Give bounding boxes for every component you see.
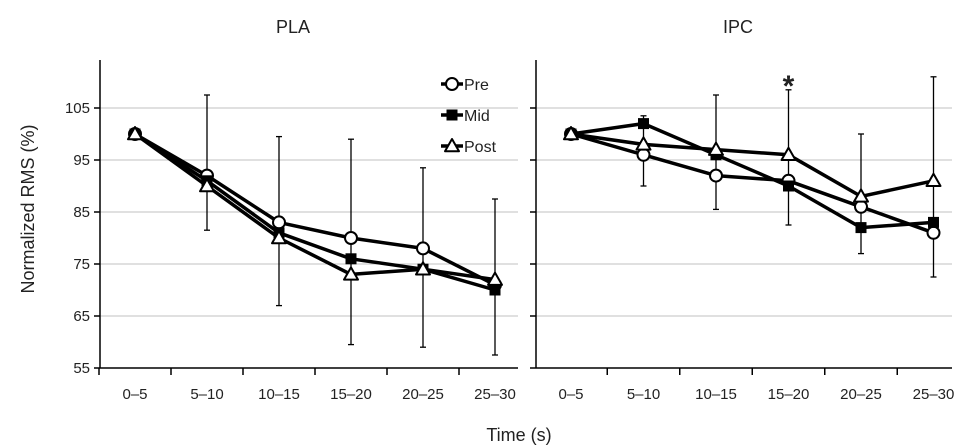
pla-x-tick-label-10-15: 10–15 (258, 386, 300, 403)
label-layer: Normalized RMS (%) Time (s) 55 65 75 85 95 10… (18, 17, 954, 445)
pla-x-tick-label-25-30: 25–30 (474, 386, 516, 403)
ipc-significance-marker-0: * (783, 70, 795, 103)
pla-series-pre (128, 127, 502, 292)
y-axis-title: Normalized RMS (%) (18, 124, 38, 293)
pla-panel-title: PLA (276, 17, 310, 37)
x-axis-title: Time (s) (486, 425, 551, 445)
legend-item-post: Post (441, 138, 497, 156)
y-tick-label-105: 105 (65, 100, 90, 117)
pla-series-pre-point-20-25 (416, 241, 430, 256)
ipc-x-tick-label-5-10: 5–10 (627, 386, 660, 403)
legend: Pre Mid Post (441, 77, 497, 156)
pla-series-mid-point-15-20 (345, 253, 357, 265)
legend-item-pre: Pre (441, 77, 489, 94)
ipc-series-pre-point-25-30 (926, 225, 941, 240)
pla-series-post-line (133, 132, 496, 282)
ipc-series-mid-line (570, 121, 934, 230)
pla-series-post-point-0-5 (127, 126, 143, 141)
legend-item-mid: Mid (441, 108, 490, 125)
ipc-series-post-point-20-25 (853, 188, 869, 203)
pla-series-mid-point-25-30 (489, 284, 501, 296)
ipc-series-mid-point-15-20 (783, 180, 794, 192)
ipc-series-mid-point-20-25 (855, 222, 867, 234)
ipc-series-post-point-0-5 (563, 126, 579, 141)
error-bar-layer (204, 76, 937, 356)
legend-label-pre: Pre (464, 77, 489, 94)
legend-marker-post (444, 138, 460, 153)
ipc-series-post-point-25-30 (925, 172, 942, 188)
axes-layer (94, 60, 952, 375)
ipc-series-pre-point-10-15 (709, 168, 723, 183)
pla-series-pre-line (134, 132, 496, 287)
ipc-series-post-point-15-20 (780, 146, 797, 162)
ipc-series-pre (564, 127, 941, 240)
pla-x-tick-label-0-5: 0–5 (122, 386, 147, 403)
ipc-x-tick-label-25-30: 25–30 (913, 386, 955, 403)
pla-series-pre-point-10-15 (272, 215, 286, 230)
pla-error-bar-20-25 (420, 167, 426, 348)
pla-series-post (127, 126, 503, 286)
pla-series-post-point-25-30 (487, 271, 503, 286)
pla-series-post-point-10-15 (271, 230, 287, 245)
legend-label-mid: Mid (464, 108, 490, 125)
pla-series-post-point-5-10 (199, 178, 215, 193)
y-tick-label-55: 55 (73, 360, 90, 377)
ipc-x-tick-label-20-25: 20–25 (840, 386, 882, 403)
legend-label-post: Post (464, 139, 497, 156)
ipc-x-tick-label-0-5: 0–5 (558, 386, 583, 403)
y-tick-label-95: 95 (73, 152, 90, 169)
y-tick-label-75: 75 (73, 256, 90, 273)
ipc-series-post (563, 126, 942, 203)
pla-x-tick-label-20-25: 20–25 (402, 386, 444, 403)
pla-series-post-point-20-25 (415, 261, 431, 276)
pla-series-pre-point-15-20 (344, 231, 358, 245)
pla-x-tick-label-15-20: 15–20 (330, 386, 372, 403)
y-tick-label-85: 85 (73, 204, 90, 221)
pla-x-tick-label-5-10: 5–10 (190, 386, 223, 403)
series-layer (127, 118, 942, 296)
ipc-x-tick-label-10-15: 10–15 (695, 386, 737, 403)
legend-marker-mid (446, 109, 458, 121)
ipc-series-post-point-5-10 (635, 136, 652, 151)
ipc-series-mid-point-25-30 (928, 216, 939, 228)
grid-layer (100, 107, 952, 317)
legend-marker-pre (445, 77, 459, 91)
pla-series-post-point-15-20 (343, 266, 359, 281)
ipc-series-post-point-10-15 (708, 141, 724, 156)
y-tick-label-65: 65 (73, 308, 90, 325)
ipc-panel-title: IPC (723, 17, 753, 37)
ipc-series-mid-point-5-10 (638, 118, 649, 130)
ipc-series-post-line (570, 132, 934, 199)
ipc-x-tick-label-15-20: 15–20 (768, 386, 810, 403)
pla-error-bar-5-10 (204, 94, 210, 231)
ipc-series-pre-line (570, 132, 935, 235)
